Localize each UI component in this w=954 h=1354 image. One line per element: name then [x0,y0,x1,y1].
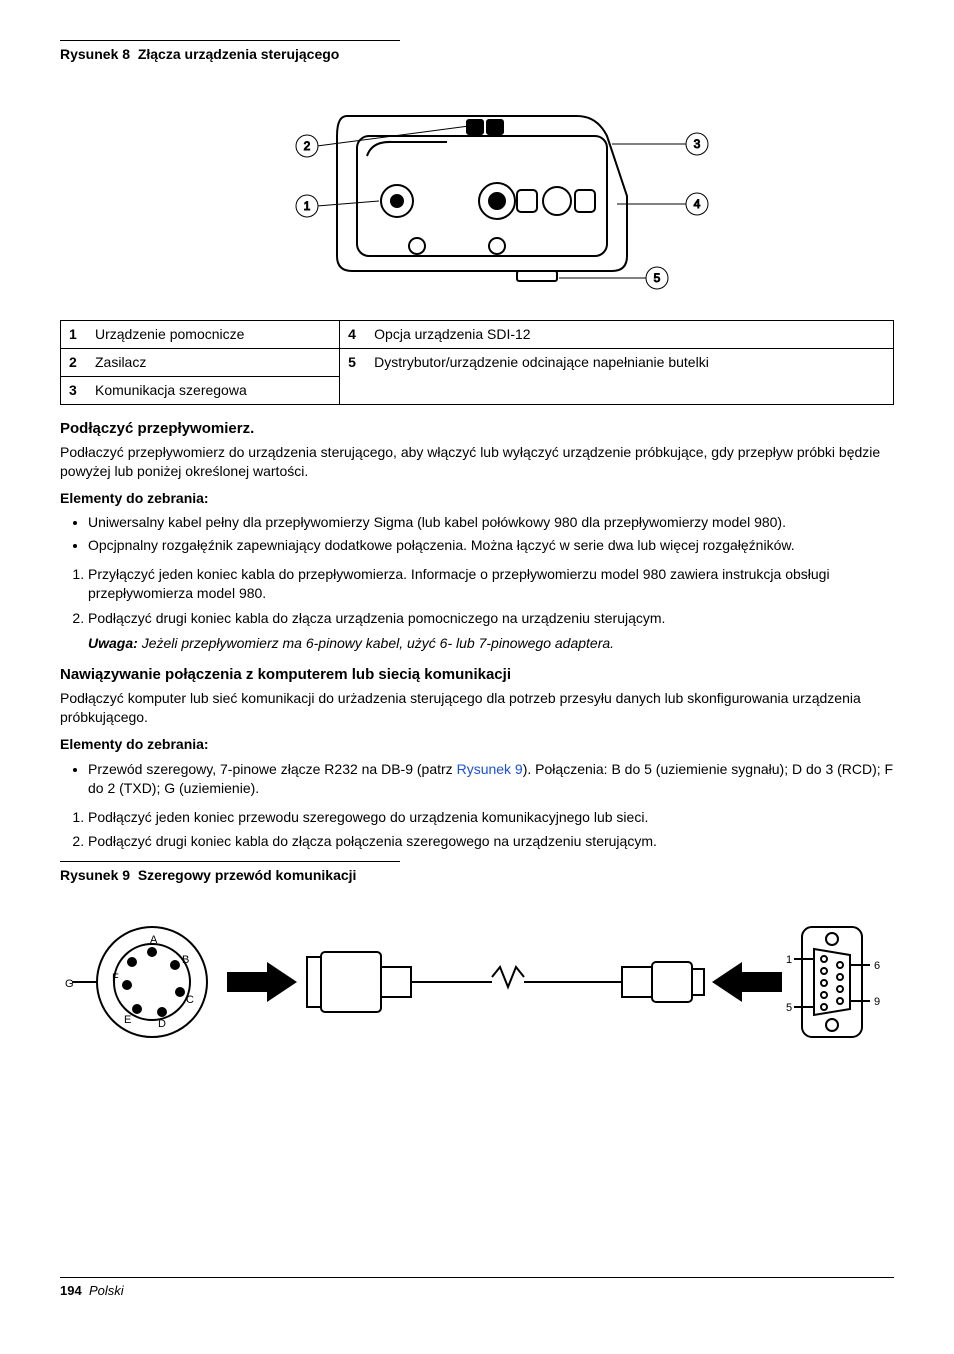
callout-2: 2 [304,139,311,153]
bullet-item: Uniwersalny kabel pełny dla przepływomie… [88,513,894,532]
note: Uwaga: Jeżeli przepływomierz ma 6-pinowy… [88,634,894,653]
legend-num: 4 [340,320,367,348]
svg-text:E: E [124,1014,131,1026]
figure9-label: Rysunek 9 [60,867,130,883]
section2-items-heading: Elementy do zebrania: [60,735,894,754]
page-number: 194 [60,1283,82,1298]
section2-para: Podłączyć komputer lub sieć komunikacji … [60,689,894,727]
section1-heading: Podłączyć przepływomierz. [60,419,894,439]
page-language: Polski [89,1283,124,1298]
figure8-caption: Rysunek 8 Złącza urządzenia sterującego [60,40,400,64]
legend-num: 1 [61,320,88,348]
section1-items-heading: Elementy do zebrania: [60,489,894,508]
page-footer: 194 Polski [60,1277,894,1300]
svg-text:F: F [112,972,119,984]
legend-num: 5 [340,348,367,404]
figure8-legend-table: 1 Urządzenie pomocnicze 4 Opcja urządzen… [60,320,894,405]
step-item: Podłączyć jeden koniec przewodu szeregow… [88,808,894,827]
section2-heading: Nawiązywanie połączenia z komputerem lub… [60,665,894,685]
figure8-label: Rysunek 8 [60,46,130,62]
legend-num: 2 [61,348,88,376]
callout-1: 1 [304,199,311,213]
callout-4: 4 [694,197,701,211]
svg-text:G: G [65,978,74,990]
figure9-caption: Rysunek 9 Szeregowy przewód komunikacji [60,861,400,885]
legend-text: Dystrybutor/urządzenie odcinające napełn… [366,348,893,404]
figure9-title: Szeregowy przewód komunikacji [138,867,357,883]
svg-text:6: 6 [874,960,880,972]
section1-para: Podłaczyć przepływomierz do urządzenia s… [60,443,894,481]
figure8-title: Złącza urządzenia sterującego [138,46,340,62]
legend-text: Komunikacja szeregowa [87,376,340,404]
svg-text:1: 1 [786,954,792,966]
step-item: Podłączyć drugi koniec kabla do złącza p… [88,832,894,851]
svg-text:9: 9 [874,996,880,1008]
figure9-diagram: A B C D E F G [60,907,894,1057]
step-item: Podłączyć drugi koniec kabla do złącza u… [88,609,894,653]
svg-text:C: C [186,994,194,1006]
legend-text: Zasilacz [87,348,340,376]
callout-3: 3 [694,137,701,151]
svg-text:5: 5 [786,1002,792,1014]
figure8-diagram: 2 1 3 4 5 [60,86,894,306]
legend-num: 3 [61,376,88,404]
step-item: Przyłączyć jeden koniec kabla do przepły… [88,565,894,603]
callout-5: 5 [654,271,661,285]
legend-text: Urządzenie pomocnicze [87,320,340,348]
bullet-item: Opcjpnalny rozgałęźnik zapewniający doda… [88,536,894,555]
svg-text:B: B [182,954,189,966]
figure9-link[interactable]: Rysunek 9 [457,761,523,777]
legend-text: Opcja urządzenia SDI-12 [366,320,893,348]
bullet-item: Przewód szeregowy, 7-pinowe złącze R232 … [88,760,894,798]
svg-text:A: A [150,934,158,946]
svg-text:D: D [158,1018,166,1030]
